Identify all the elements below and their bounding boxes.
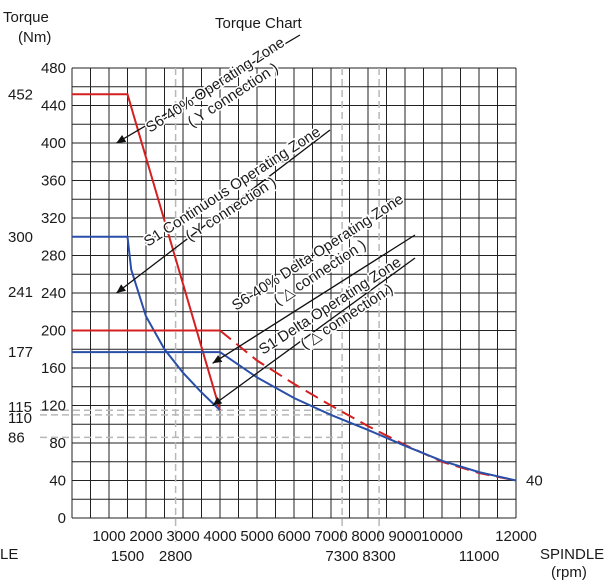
y-tick-label: 80: [49, 435, 66, 452]
y-tick-label: 440: [41, 98, 66, 115]
annotation-label: S1 Continuous Operating Zone( Y connecti…: [139, 122, 325, 252]
x-tick-label: 9000: [388, 528, 421, 545]
x-tick-label: 6000: [277, 528, 310, 545]
x-tick-label-secondary: 2800: [159, 548, 192, 565]
x-tick-label: 10000: [421, 528, 463, 545]
reference-lines: [40, 68, 380, 542]
chart-grid: [71, 67, 517, 519]
left-edge-label: LE: [0, 546, 18, 563]
y-axis-label-line1: Torque: [3, 9, 49, 26]
x-tick-label-secondary: 7300: [325, 548, 358, 565]
y-value-label: 300: [8, 229, 33, 246]
end-value-label: 40: [526, 473, 543, 490]
x-tick-label: 7000: [314, 528, 347, 545]
y-tick-label: 240: [41, 285, 66, 302]
x-tick-label: 4000: [203, 528, 236, 545]
chart-annotations: S6-40% Operating Zone( Y connection )S1 …: [116, 32, 416, 407]
y-tick-label: 360: [41, 173, 66, 190]
annotation-leader-line: [212, 257, 416, 407]
y-tick-label: 160: [41, 360, 66, 377]
y-value-label: 115: [8, 399, 32, 416]
y-value-label: 452: [8, 86, 33, 103]
y-tick-label: 120: [41, 398, 66, 415]
x-tick-label-secondary: 1500: [111, 548, 144, 565]
x-tick-label-secondary: 11000: [459, 548, 500, 565]
y-tick-label: 480: [41, 60, 66, 77]
annotation-arrowhead: [212, 397, 223, 406]
series-line-5: [72, 351, 517, 482]
annotation-arrowhead: [116, 284, 126, 293]
annotation-arrowhead: [212, 355, 223, 364]
y-tick-label: 280: [41, 248, 66, 265]
y-tick-label: 0: [58, 510, 66, 527]
annotation-text: S1 Continuous Operating Zone: [141, 123, 324, 250]
x-tick-label: 8000: [351, 528, 384, 545]
x-tick-label: 1000: [92, 528, 125, 545]
x-tick-label: 12000: [495, 528, 537, 545]
annotation-leader-line: [212, 234, 416, 364]
series-line-2: [72, 235, 221, 411]
x-tick-label: 2000: [129, 528, 162, 545]
y-value-label: 110: [8, 410, 32, 427]
annotation-leader-line: [116, 34, 301, 144]
y-value-label: 86: [8, 429, 25, 446]
chart-title: Torque Chart: [215, 15, 303, 32]
y-axis-label-line2: (Nm): [18, 29, 51, 46]
y-tick-label: 40: [49, 473, 66, 490]
x-tick-label: 5000: [240, 528, 273, 545]
chart-series: [72, 93, 517, 482]
y-tick-label: 400: [41, 135, 66, 152]
y-tick-label: 200: [41, 323, 66, 340]
x-axis-label-line2: (rpm): [551, 564, 587, 581]
x-tick-label-secondary: 8300: [362, 548, 395, 565]
series-line-1: [72, 93, 221, 411]
annotation-arrowhead: [116, 135, 127, 143]
y-value-label: 241: [8, 284, 33, 301]
y-tick-label: 320: [41, 210, 66, 227]
x-tick-label: 3000: [166, 528, 199, 545]
annotation-leader-line: [116, 129, 331, 294]
x-axis-label-line1: SPINDLE: [540, 546, 604, 563]
y-value-label: 177: [8, 344, 33, 361]
